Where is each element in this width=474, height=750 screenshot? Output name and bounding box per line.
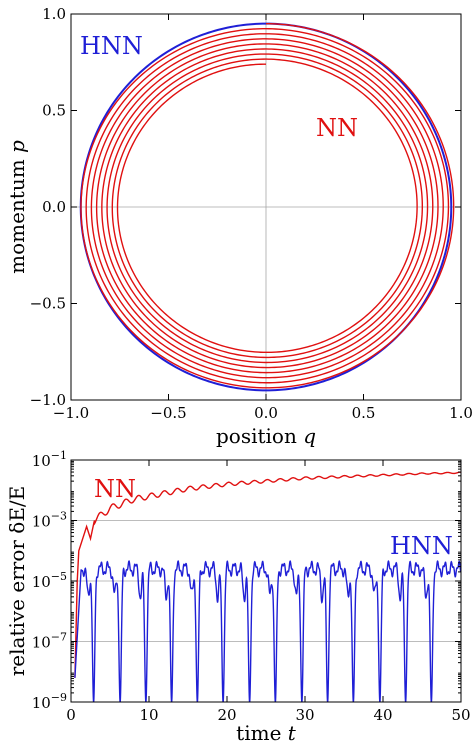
- error-y-tick-label: 10−1: [32, 449, 67, 470]
- phase-y-tick-label: 0.5: [42, 102, 66, 120]
- error-x-axis-label: time t: [236, 721, 297, 745]
- phase-legend-hnn: HNN: [80, 32, 143, 60]
- phase-y-axis-label: momentum p: [5, 140, 29, 274]
- phase-y-ticks: −1.0 −0.5 0.0 0.5 1.0: [30, 5, 461, 409]
- phase-y-tick-label: −0.5: [30, 295, 66, 313]
- error-grid-lines: [71, 520, 461, 642]
- error-x-tick-label: 20: [217, 706, 236, 724]
- error-x-tick-label: 50: [451, 706, 470, 724]
- error-y-tick-label: 10−5: [32, 570, 67, 591]
- phase-x-tick-label: 0.0: [254, 404, 278, 422]
- error-nn-line: [74, 471, 462, 678]
- phase-x-ticks: −1.0 −0.5 0.0 0.5 1.0: [53, 14, 473, 422]
- phase-x-axis-label: position q: [216, 424, 316, 448]
- error-x-tick-label: 30: [295, 706, 314, 724]
- phase-y-tick-label: −1.0: [30, 391, 66, 409]
- phase-y-tick-label: 1.0: [42, 5, 66, 23]
- phase-x-tick-label: −0.5: [150, 404, 186, 422]
- phase-x-tick-label: −1.0: [53, 404, 89, 422]
- phase-nn-spiral: [80, 22, 455, 389]
- error-x-tick-label: 40: [373, 706, 392, 724]
- phase-legend-nn: NN: [316, 114, 358, 142]
- error-y-tick-label: 10−3: [32, 510, 67, 531]
- phase-x-tick-label: 1.0: [449, 404, 473, 422]
- error-legend-nn: NN: [94, 475, 136, 503]
- error-x-tick-label: 0: [66, 706, 76, 724]
- phase-x-tick-label: 0.5: [352, 404, 376, 422]
- error-y-ticks: 10−1 10−3 10−5 10−7 10−9: [32, 449, 461, 712]
- phase-hnn-orbit: [79, 22, 453, 392]
- phase-space-plot: −1.0 −0.5 0.0 0.5 1.0 −1.0 −0.5 0.0 0.5 1.0 posi…: [5, 5, 473, 448]
- error-y-axis-label: relative error δE/E: [5, 486, 29, 677]
- error-y-tick-label: 10−9: [32, 691, 67, 712]
- error-x-ticks: 0 10 20 30 40 50: [66, 460, 471, 724]
- error-legend-hnn: HNN: [390, 532, 453, 560]
- error-hnn-line: [74, 560, 462, 703]
- phase-y-tick-label: 0.0: [42, 198, 66, 216]
- error-x-tick-label: 10: [139, 706, 158, 724]
- energy-error-plot: 0 10 20 30 40 50 10−110−310−510−710−9 time t …: [5, 449, 471, 745]
- error-series-group: [74, 471, 462, 703]
- phase-series-group: [79, 22, 455, 392]
- error-y-tick-label: 10−7: [32, 631, 67, 652]
